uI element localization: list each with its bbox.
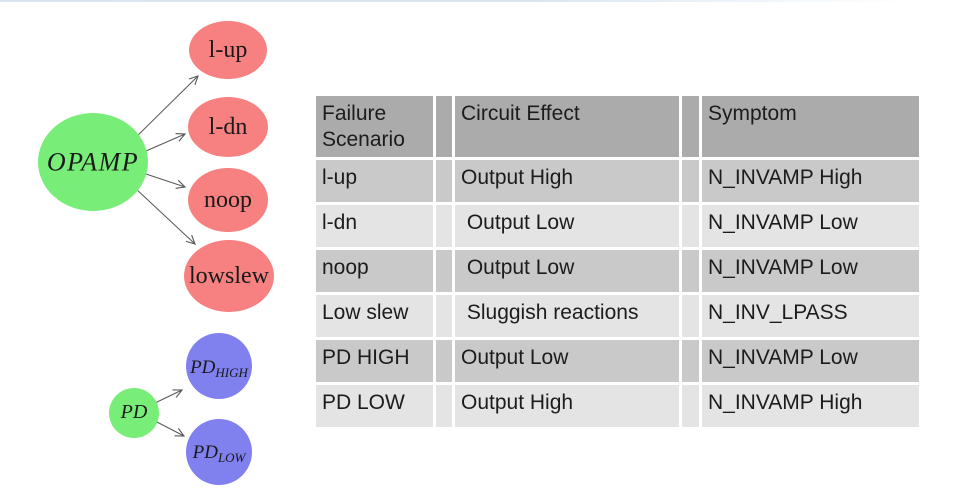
cell-effect: Output High xyxy=(455,160,679,202)
cell-effect: Output Low xyxy=(455,205,679,247)
table-header-row: Failure Scenario Circuit Effect Symptom xyxy=(316,96,919,157)
cell-scenario: noop xyxy=(316,250,433,292)
node-lowslew-label: lowslew xyxy=(189,263,270,289)
node-pdlow xyxy=(186,419,252,485)
diagram-edges xyxy=(128,75,199,437)
node-lup xyxy=(189,21,267,79)
cell-effect: Sluggish reactions xyxy=(455,295,679,337)
cell-symptom: N_INVAMP Low xyxy=(702,250,919,292)
node-ldn-label: l-dn xyxy=(209,114,248,140)
spacer-cell xyxy=(682,205,699,247)
node-pdlow-label: PDLOW xyxy=(192,442,247,465)
cell-scenario: Low slew xyxy=(316,295,433,337)
spacer-cell xyxy=(436,250,452,292)
cell-effect: Output Low xyxy=(455,340,679,382)
edge-opamp-lowslew xyxy=(134,187,196,245)
table-row: PD LOW Output High N_INVAMP High xyxy=(316,385,919,427)
spacer-cell xyxy=(682,160,699,202)
col-header-symptom: Symptom xyxy=(702,96,919,157)
pdlow-base: PD xyxy=(192,442,219,463)
col-header-circuit-effect: Circuit Effect xyxy=(455,96,679,157)
spacer-cell xyxy=(436,295,452,337)
spacer-cell xyxy=(436,205,452,247)
cell-symptom: N_INV_LPASS xyxy=(702,295,919,337)
spacer-cell xyxy=(682,340,699,382)
node-pd-label: PD xyxy=(120,401,148,423)
fault-tree-diagram: OPAMP l-up l-dn noop lowslew PD PDHIGH P… xyxy=(38,21,274,485)
edge-pd-pdlow xyxy=(154,420,186,437)
edge-opamp-noop xyxy=(145,173,187,189)
node-lowslew xyxy=(184,240,274,312)
cell-symptom: N_INVAMP High xyxy=(702,160,919,202)
pdhigh-subscript: HIGH xyxy=(214,365,248,380)
spacer-cell xyxy=(436,340,452,382)
spacer-cell xyxy=(436,160,452,202)
table-row: noop Output Low N_INVAMP Low xyxy=(316,250,919,292)
spacer-cell xyxy=(682,250,699,292)
node-noop-label: noop xyxy=(204,187,252,213)
cell-symptom: N_INVAMP Low xyxy=(702,205,919,247)
node-pd xyxy=(109,388,159,438)
edge-pd-pdhigh xyxy=(154,389,184,404)
cell-scenario: l-dn xyxy=(316,205,433,247)
cell-scenario: l-up xyxy=(316,160,433,202)
col-header-failure-scenario: Failure Scenario xyxy=(316,96,433,157)
cell-symptom: N_INVAMP High xyxy=(702,385,919,427)
table-row: l-dn Output Low N_INVAMP Low xyxy=(316,205,919,247)
node-pdhigh-label: PDHIGH xyxy=(189,357,248,380)
pdhigh-base: PD xyxy=(189,357,216,378)
spacer-cell xyxy=(682,96,699,157)
pdlow-subscript: LOW xyxy=(217,450,247,465)
spacer-cell xyxy=(682,295,699,337)
node-ldn xyxy=(188,97,268,157)
failure-scenario-table: Failure Scenario Circuit Effect Symptom … xyxy=(313,93,922,430)
spacer-cell xyxy=(436,385,452,427)
node-opamp-label: OPAMP xyxy=(47,148,139,177)
node-pdhigh xyxy=(186,333,252,399)
node-lup-label: l-up xyxy=(209,37,248,63)
node-noop xyxy=(188,168,268,232)
node-opamp xyxy=(38,113,148,211)
cell-effect: Output Low xyxy=(455,250,679,292)
cell-symptom: N_INVAMP Low xyxy=(702,340,919,382)
edge-opamp-lup xyxy=(128,75,199,145)
table-row: Low slew Sluggish reactions N_INV_LPASS xyxy=(316,295,919,337)
top-edge-highlight xyxy=(0,0,964,2)
spacer-cell xyxy=(682,385,699,427)
edge-opamp-ldn xyxy=(145,132,187,152)
cell-effect: Output High xyxy=(455,385,679,427)
spacer-cell xyxy=(436,96,452,157)
cell-scenario: PD LOW xyxy=(316,385,433,427)
cell-scenario: PD HIGH xyxy=(316,340,433,382)
table-row: l-up Output High N_INVAMP High xyxy=(316,160,919,202)
table-row: PD HIGH Output Low N_INVAMP Low xyxy=(316,340,919,382)
